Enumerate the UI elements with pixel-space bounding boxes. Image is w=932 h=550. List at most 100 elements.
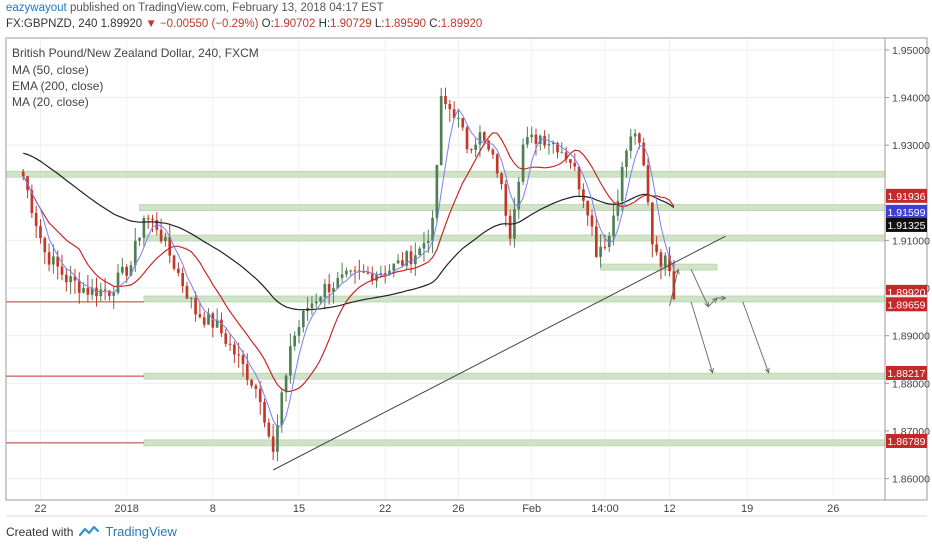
candle-body (21, 171, 25, 177)
legend-ma20[interactable]: MA (20, close) (12, 95, 89, 109)
candle-body (564, 152, 568, 160)
candle-body (215, 319, 219, 328)
candle-body (616, 200, 620, 216)
candle-body (547, 144, 551, 146)
candle-body (551, 142, 555, 145)
price-labels: 1.919361.915991.913251.8992042:091.89659… (886, 188, 927, 448)
candle-body (353, 270, 357, 272)
candle-body (482, 132, 486, 141)
candle-body (301, 310, 305, 328)
price-tick-label: 1.89000 (892, 331, 930, 343)
candle-body (526, 137, 529, 145)
price-label-text: 1.91936 (888, 191, 926, 203)
candle-body (47, 252, 51, 265)
candle-body (181, 272, 184, 287)
candle-body (401, 260, 404, 266)
candle-body (340, 274, 344, 278)
candle-body (556, 142, 559, 153)
candle-body (431, 217, 434, 241)
candle-body (34, 213, 38, 227)
price-tick-label: 1.88000 (892, 378, 930, 390)
candle-body (189, 297, 193, 299)
candle-body (293, 335, 297, 347)
last-price: 1.89920 (100, 18, 143, 30)
candle-body (629, 136, 633, 151)
candle-body (177, 268, 180, 273)
symbol-label[interactable]: FX:GBPNZD, 240 (6, 18, 98, 30)
candle-body (323, 284, 327, 298)
price-tick-label: 1.95000 (892, 45, 930, 57)
time-tick-label: 2018 (114, 503, 138, 515)
candle-body (452, 109, 456, 119)
price-label-text: 1.89659 (888, 299, 926, 311)
candle-body (198, 314, 202, 318)
candle-body (121, 266, 124, 273)
close-value: 1.89920 (440, 18, 483, 30)
ema200-line (23, 152, 675, 311)
footer: Created with TradingView (6, 524, 177, 539)
time-tick-label: 26 (452, 503, 464, 515)
candle-body (69, 276, 72, 283)
candle-body (517, 181, 521, 210)
candle-body (60, 266, 64, 275)
candle-body (560, 152, 564, 154)
candle-body (659, 252, 663, 267)
chart-title[interactable]: British Pound/New Zealand Dollar, 240, F… (12, 46, 259, 60)
tradingview-brand[interactable]: TradingView (105, 524, 177, 539)
tradingview-logo-icon[interactable] (79, 525, 100, 539)
candle-body (327, 284, 331, 293)
candle-body (280, 392, 284, 425)
ohlc-header: FX:GBPNZD, 240 1.89920 ▼ −0.00550 (−0.29… (6, 18, 482, 30)
candle-body (142, 217, 146, 238)
candle-body (426, 240, 430, 243)
candle-body (409, 251, 413, 265)
time-axis[interactable]: 22 2018 8 15 22 26 Feb 14:00 12 19 26 (34, 503, 839, 515)
candle-body (599, 246, 602, 257)
horizontal-red-lines (6, 301, 144, 444)
candle-body (594, 226, 598, 257)
time-tick-label: 19 (741, 503, 753, 515)
candle-body (405, 251, 409, 266)
candle-body (133, 240, 137, 266)
candle-body (530, 134, 534, 138)
candle-body (620, 167, 624, 201)
candle-body (422, 242, 426, 249)
candle-body (241, 355, 245, 365)
price-tick-label: 1.94000 (892, 93, 930, 105)
zone-band (139, 204, 886, 211)
price-label-box (886, 217, 927, 232)
candle-body (310, 303, 314, 308)
candle-body (314, 301, 318, 304)
zone-band (143, 295, 886, 303)
projection-arrow (690, 301, 714, 373)
candle-body (444, 96, 447, 105)
candle-body (30, 190, 34, 214)
candle-body (211, 313, 215, 328)
price-label-text: 1.91325 (888, 220, 926, 232)
time-tick-label: 14:00 (591, 503, 619, 515)
candle-body (586, 200, 590, 216)
legend-ma50[interactable]: MA (50, close) (12, 63, 89, 77)
candle-body (82, 288, 85, 293)
legend-ema200[interactable]: EMA (200, close) (12, 79, 104, 93)
arrowhead (674, 268, 680, 275)
candle-body (668, 255, 671, 272)
candle-body (116, 272, 120, 293)
candle-body (39, 226, 42, 239)
candle-body (362, 271, 365, 273)
zone-band (600, 263, 718, 271)
candle-body (487, 140, 490, 150)
candle-body (276, 424, 279, 452)
candle-body (73, 276, 77, 281)
candle-body (625, 150, 628, 168)
candle-body (172, 255, 176, 269)
candle-body (607, 236, 611, 247)
price-label-text: 1.86789 (888, 436, 926, 448)
low-value: 1.89590 (384, 18, 427, 30)
candle-body (64, 274, 68, 283)
candle-body (99, 289, 103, 297)
candle-body (534, 134, 538, 144)
author-link[interactable]: eazywayout (6, 2, 67, 14)
candle-body (86, 288, 90, 295)
